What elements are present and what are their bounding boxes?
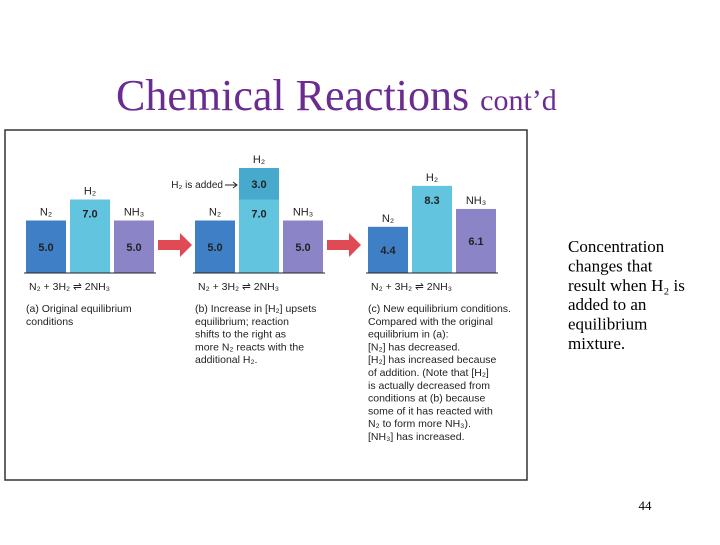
bar-value: 5.0	[295, 242, 310, 254]
figure: 5.0 N₂ 7.0 H₂ 5.0 NH₃ N₂ + 3H₂ ⇌ 2NH₃ (a) Origi…	[24, 154, 511, 443]
description-line: added to an	[568, 295, 647, 314]
bar-label: NH₃	[124, 207, 144, 219]
bar	[456, 208, 496, 273]
caption-line: additional H₂.	[195, 354, 257, 366]
bar	[283, 220, 323, 273]
description-line: mixture.	[568, 334, 625, 353]
bar-label: H₂	[426, 172, 438, 184]
bar	[70, 199, 110, 273]
caption-line: equilibrium; reaction	[195, 316, 289, 328]
bar-value: 7.0	[251, 209, 266, 221]
added-value: 3.0	[251, 179, 266, 191]
bar-label: H₂	[84, 186, 96, 198]
slide-title: Chemical Reactions cont’d	[116, 71, 557, 120]
bar	[195, 220, 235, 273]
caption-line: [NH₃] has increased.	[368, 431, 464, 443]
description-line: equilibrium	[568, 315, 647, 334]
caption-line: N₂ to form more NH₃).	[368, 418, 471, 430]
caption-line: equilibrium in (a):	[368, 329, 449, 341]
shift-arrow	[158, 233, 192, 257]
bar-label: N₂	[40, 207, 52, 219]
caption-line: conditions	[26, 316, 73, 328]
caption-line: conditions at (b) because	[368, 393, 485, 405]
caption-line: (a) Original equilibrium	[26, 303, 132, 315]
bar-value: 8.3	[424, 195, 439, 207]
bar-value: 6.1	[468, 236, 483, 248]
bar-value: 5.0	[126, 242, 141, 254]
caption-line: Compared with the original	[368, 316, 493, 328]
bar-label: N₂	[382, 213, 394, 225]
bar	[26, 220, 66, 273]
equation: N₂ + 3H₂ ⇌ 2NH₃	[371, 281, 452, 293]
caption-line: (c) New equilibrium conditions.	[368, 303, 511, 315]
caption-line: of addition. (Note that [H₂]	[368, 367, 489, 379]
equation: N₂ + 3H₂ ⇌ 2NH₃	[198, 281, 279, 293]
added-label: H₂ is added	[171, 180, 223, 191]
bar	[368, 226, 408, 273]
bar-value: 4.4	[380, 245, 396, 257]
equation: N₂ + 3H₂ ⇌ 2NH₃	[29, 281, 110, 293]
title-suffix: cont’d	[480, 84, 557, 117]
bar-label: NH₃	[293, 207, 313, 219]
caption-line: [H₂] has increased because	[368, 354, 497, 366]
caption-line: shifts to the right as	[195, 329, 286, 341]
bar	[114, 220, 154, 273]
caption-line: more N₂ reacts with the	[195, 341, 304, 353]
added-arrow	[225, 181, 238, 189]
bar-label: H₂	[253, 154, 265, 166]
bar-label: NH₃	[466, 195, 486, 207]
title-main: Chemical Reactions	[116, 71, 469, 120]
caption-line: some of it has reacted with	[368, 405, 493, 417]
bar	[239, 199, 279, 273]
page-number: 44	[639, 498, 653, 513]
bar	[412, 185, 452, 273]
bar-label: N₂	[209, 207, 221, 219]
caption-line: is actually decreased from	[368, 380, 490, 392]
description-line: changes that	[568, 256, 653, 275]
shift-arrow	[327, 233, 361, 257]
bar-value: 5.0	[207, 242, 222, 254]
added-bar	[239, 168, 279, 200]
caption-line: (b) Increase in [H₂] upsets	[195, 303, 316, 315]
caption-line: [N₂] has decreased.	[368, 341, 460, 353]
description-line: result when H₂ is	[568, 276, 685, 295]
bar-value: 5.0	[38, 242, 53, 254]
description-line: Concentration	[568, 237, 665, 256]
bar-value: 7.0	[82, 209, 97, 221]
